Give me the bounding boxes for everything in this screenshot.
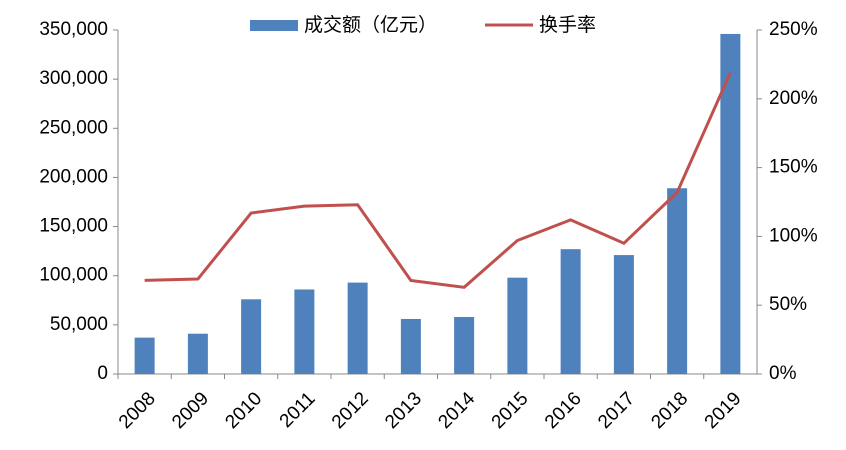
x-tick-label: 2009 bbox=[168, 388, 213, 433]
x-tick-label: 2011 bbox=[276, 388, 320, 432]
y-tick-label: 300,000 bbox=[39, 68, 108, 89]
bar bbox=[720, 33, 741, 374]
y-tick-label: 350,000 bbox=[39, 19, 108, 40]
legend-swatch bbox=[250, 20, 298, 31]
y2-tick-label: 150% bbox=[769, 157, 818, 178]
x-tick-label: 2014 bbox=[434, 388, 479, 433]
bar bbox=[560, 249, 581, 374]
bar bbox=[294, 289, 315, 374]
x-tick-label: 2013 bbox=[381, 388, 426, 433]
bar bbox=[347, 282, 368, 374]
x-tick-label: 2016 bbox=[541, 388, 586, 433]
y-tick-label: 250,000 bbox=[39, 117, 108, 138]
x-tick-label: 2015 bbox=[488, 388, 533, 433]
bar bbox=[134, 337, 155, 374]
line bbox=[144, 72, 732, 289]
bar bbox=[507, 277, 528, 374]
y-tick-label: 200,000 bbox=[39, 166, 108, 187]
x-tick-label: 2008 bbox=[115, 388, 160, 433]
x-tick-label: 2018 bbox=[647, 388, 692, 433]
x-tick-label: 2017 bbox=[594, 388, 639, 433]
legend-label: 换手率 bbox=[539, 14, 596, 36]
y2-tick-label: 200% bbox=[769, 88, 818, 109]
y-tick-label: 100,000 bbox=[39, 265, 108, 286]
legend-label: 成交额（亿元） bbox=[304, 14, 437, 36]
x-tick-label: 2010 bbox=[221, 388, 266, 433]
bar bbox=[241, 299, 262, 374]
y2-tick-label: 100% bbox=[769, 225, 818, 246]
x-tick-label: 2012 bbox=[328, 388, 373, 433]
bar bbox=[187, 333, 208, 374]
x-tick-label: 2019 bbox=[701, 388, 746, 433]
y2-tick-label: 250% bbox=[769, 19, 818, 40]
bar bbox=[613, 255, 634, 374]
y2-tick-label: 50% bbox=[769, 294, 807, 315]
bar bbox=[667, 188, 688, 374]
y2-tick-label: 0% bbox=[769, 363, 797, 384]
bar bbox=[400, 318, 421, 374]
y-tick-label: 150,000 bbox=[39, 216, 108, 237]
y-tick-label: 0 bbox=[97, 363, 108, 384]
y-tick-label: 50,000 bbox=[50, 314, 108, 335]
bar bbox=[454, 316, 475, 374]
